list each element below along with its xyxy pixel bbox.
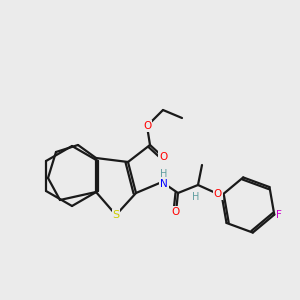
Text: O: O [159,152,167,162]
Text: O: O [143,121,151,131]
Text: O: O [214,189,222,199]
Text: N: N [160,179,168,189]
Text: H: H [160,169,168,179]
Text: O: O [172,207,180,217]
Text: F: F [276,210,282,220]
Text: H: H [192,192,200,202]
Text: S: S [112,210,120,220]
